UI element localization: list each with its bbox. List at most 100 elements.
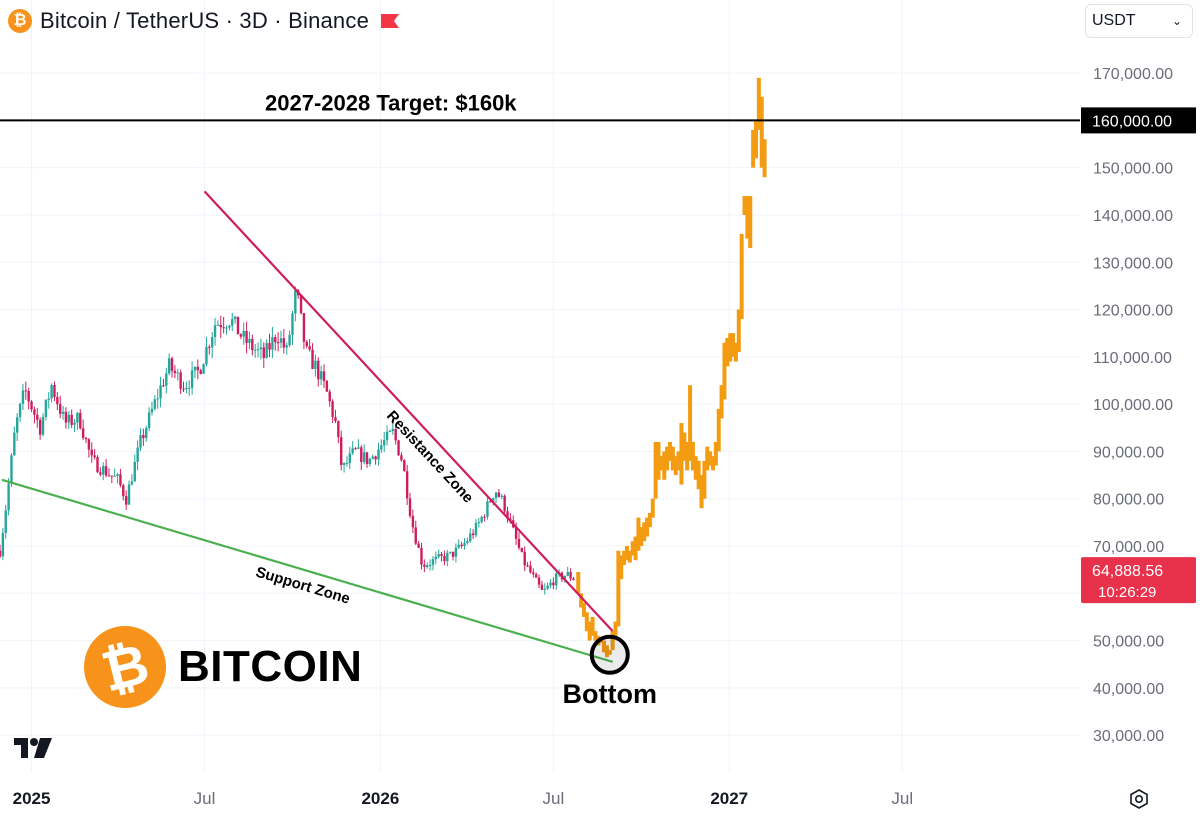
projection-bar — [676, 451, 681, 471]
price-tick-label: 120,000.00 — [1093, 303, 1173, 320]
history-candle-body — [391, 428, 395, 431]
projection-bar — [647, 512, 652, 528]
history-candle-body — [405, 471, 409, 499]
history-candle-body — [268, 343, 271, 350]
history-candle-body — [139, 435, 142, 448]
tradingview-logo-icon[interactable] — [14, 736, 60, 760]
history-candle-body — [104, 466, 108, 476]
projection-bar — [722, 342, 727, 400]
history-candle-body — [489, 501, 492, 503]
projection-bar — [636, 517, 641, 551]
projection-bar — [642, 522, 647, 542]
history-candle-body — [44, 399, 48, 417]
history-candle-body — [13, 432, 16, 456]
history-candle-body — [259, 347, 263, 350]
projection-bar — [696, 460, 701, 490]
history-candle-body — [182, 388, 185, 390]
bitcoin-brand: ₿ BITCOIN — [75, 617, 362, 717]
history-candle-body — [216, 324, 220, 326]
history-candle-body — [423, 564, 426, 567]
price-tick-label: 140,000.00 — [1093, 208, 1173, 225]
history-candle-body — [110, 475, 114, 477]
target-price-label: 160,000.00 — [1092, 113, 1172, 130]
history-candle-body — [357, 447, 360, 449]
projection-bar — [742, 196, 747, 215]
history-candle-body — [219, 324, 222, 328]
history-candle-body — [417, 543, 420, 548]
history-candle-body — [437, 554, 440, 557]
price-tick-label: 70,000.00 — [1093, 539, 1164, 556]
history-candle-body — [543, 588, 546, 590]
history-candle-body — [500, 495, 503, 497]
projection-bar — [579, 593, 584, 608]
projection-bar — [659, 456, 664, 471]
projection-bar — [716, 408, 721, 452]
history-candle-body — [317, 360, 320, 380]
history-candle-body — [130, 481, 134, 485]
flag-icon[interactable] — [381, 14, 400, 28]
history-candle-body — [113, 475, 116, 477]
history-candle-body — [18, 403, 22, 418]
time-tick-label: 2027 — [710, 789, 748, 808]
projection-bar — [584, 612, 589, 632]
projection-bar — [685, 441, 690, 471]
history-candle-body — [213, 325, 217, 337]
history-candle-body — [188, 387, 191, 389]
projection-bar — [622, 550, 627, 565]
projection-bar — [576, 572, 581, 594]
projection-bar — [604, 645, 609, 658]
history-candle-body — [167, 358, 171, 374]
resistance-label: Resistance Zone — [383, 407, 477, 506]
history-candle-body — [102, 466, 105, 475]
history-candle-body — [222, 327, 225, 329]
bitcoin-coin-icon: ₿ — [8, 9, 32, 33]
history-candle-body — [362, 452, 366, 463]
history-candle-body — [403, 460, 406, 472]
history-candle-body — [242, 330, 245, 337]
currency-select[interactable]: USDT ⌄ — [1085, 4, 1193, 38]
history-candle-body — [107, 475, 111, 477]
history-candle-body — [305, 341, 308, 347]
history-candle-body — [454, 547, 458, 557]
history-candle-body — [27, 390, 30, 402]
projection-bar — [656, 441, 661, 480]
history-candle-body — [36, 414, 39, 420]
projection-bar — [762, 139, 767, 178]
history-candle-body — [156, 398, 159, 400]
projection-bar — [619, 555, 624, 580]
time-tick-label: Jul — [194, 789, 216, 808]
history-candle-body — [377, 449, 380, 460]
history-candle-body — [308, 346, 311, 350]
projection-bar — [633, 536, 638, 561]
symbol-header[interactable]: ₿ Bitcoin / TetherUS · 3D · Binance — [8, 6, 400, 36]
history-candle-body — [285, 345, 288, 348]
history-candle-body — [21, 390, 25, 404]
history-candle-body — [526, 565, 529, 567]
history-candle-body — [16, 417, 19, 433]
history-candle-body — [233, 316, 237, 320]
history-candle-body — [563, 575, 567, 580]
history-candle-body — [517, 538, 521, 548]
projection-bar — [759, 96, 764, 168]
time-tick-label: 2026 — [361, 789, 399, 808]
history-candle-body — [340, 437, 343, 465]
projection-bar — [587, 621, 592, 641]
price-tick-label: 130,000.00 — [1093, 255, 1173, 272]
history-candle-body — [368, 458, 372, 465]
history-candle-body — [523, 551, 526, 566]
history-candle-body — [276, 342, 280, 344]
history-candle-body — [251, 338, 254, 351]
history-candle-body — [147, 412, 151, 428]
projection-bar — [624, 546, 629, 561]
history-candle-body — [122, 485, 125, 497]
history-candle-body — [124, 496, 128, 505]
history-candle-body — [400, 455, 403, 461]
projection-bar — [662, 451, 667, 480]
history-candle-body — [451, 551, 455, 557]
history-candle-body — [483, 516, 486, 518]
settings-icon[interactable] — [1128, 788, 1150, 810]
history-candle-body — [47, 398, 50, 400]
history-candle-body — [208, 346, 211, 348]
